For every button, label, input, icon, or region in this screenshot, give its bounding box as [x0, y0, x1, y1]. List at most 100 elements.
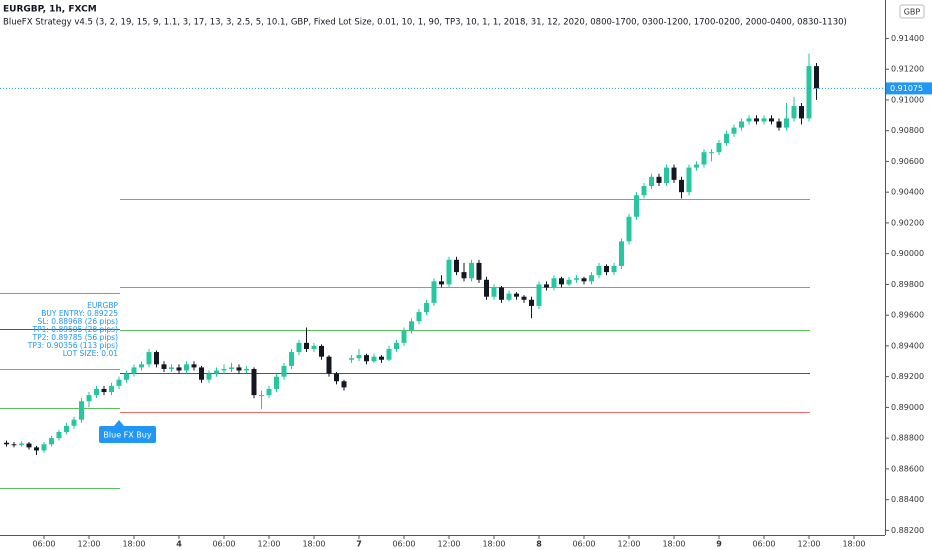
candle-body — [814, 66, 819, 89]
candle-body — [686, 167, 692, 193]
y-tick-label: 0.91200 — [891, 65, 924, 74]
candle-body — [761, 118, 767, 122]
x-tick-label: 12:00 — [77, 540, 100, 549]
signal-button — [99, 426, 156, 443]
candle-body — [94, 388, 99, 396]
candle-body — [431, 281, 437, 303]
signal-text: Blue FX Buy — [103, 431, 151, 440]
candle-body — [701, 152, 707, 165]
trade-info: EURGBP — [87, 301, 118, 310]
candle-body — [124, 373, 129, 380]
candle-body — [746, 118, 752, 122]
candle-body — [109, 385, 114, 393]
candle-body — [754, 118, 759, 122]
candle-body — [214, 370, 219, 374]
candle-body — [574, 278, 579, 280]
signal-arrow — [114, 420, 124, 426]
candle-body — [319, 345, 324, 357]
y-tick-label: 0.88600 — [891, 464, 924, 473]
candle-body — [199, 367, 204, 380]
trade-info: BUY ENTRY: 0.89225 — [41, 309, 118, 318]
candle-body — [11, 444, 17, 446]
candle-body — [461, 272, 467, 279]
candle-body — [439, 281, 444, 285]
candle-body — [139, 364, 144, 368]
candle-body — [641, 186, 647, 196]
candle-body — [626, 216, 632, 242]
candle-body — [176, 367, 182, 371]
candle-body — [221, 368, 227, 371]
candle-body — [281, 365, 287, 377]
candle-body — [611, 265, 617, 273]
candle-body — [116, 379, 122, 386]
candle-body — [49, 438, 54, 445]
candle-body — [521, 296, 527, 300]
candle-body — [266, 388, 272, 396]
candle-body — [296, 342, 302, 353]
candle-body — [34, 447, 39, 451]
candle-body — [596, 265, 602, 276]
candle-body — [724, 133, 729, 143]
candle-body — [334, 373, 339, 382]
candle-body — [401, 330, 407, 343]
candle-body — [364, 355, 369, 362]
candle-body — [154, 352, 159, 365]
candle-body — [799, 106, 804, 119]
candle-body — [191, 364, 197, 368]
currency-box[interactable] — [899, 4, 925, 19]
x-tick-label: 7 — [356, 540, 362, 549]
candle-body — [769, 118, 774, 122]
y-tick-label: 0.89600 — [891, 311, 924, 320]
x-tick-label: 12:00 — [797, 540, 820, 549]
candle-body — [649, 176, 654, 187]
y-tick-label: 0.90800 — [891, 126, 924, 135]
candle-body — [806, 66, 812, 119]
candle-body — [491, 287, 497, 297]
candle-body — [499, 287, 504, 300]
candle-body — [341, 381, 347, 388]
x-tick-label: 4 — [176, 540, 182, 549]
candle-body — [446, 259, 452, 285]
candle-body — [619, 241, 624, 266]
candle-body — [64, 425, 69, 432]
y-tick-label: 0.91400 — [891, 34, 924, 43]
candle-body — [349, 358, 354, 360]
x-tick-label: 8 — [536, 540, 542, 549]
candle-body — [476, 262, 482, 280]
y-tick-label: 0.88800 — [891, 434, 924, 443]
candle-body — [41, 444, 47, 451]
candle-body — [536, 284, 542, 306]
candle-body — [304, 342, 309, 349]
trade-info: TP2: 0.89785 (56 pips) — [32, 333, 119, 342]
candle-body — [274, 376, 279, 389]
last-price-label: 0.91075 — [890, 84, 923, 93]
y-tick-label: 0.89200 — [891, 372, 924, 381]
candle-body — [289, 352, 294, 366]
candle-body — [379, 356, 384, 360]
candle-body — [551, 278, 557, 288]
y-tick-label: 0.90000 — [891, 249, 924, 258]
x-tick-label: 06:00 — [392, 540, 415, 549]
x-tick-label: 18:00 — [122, 540, 145, 549]
candle-body — [566, 279, 572, 285]
y-tick-label: 0.89400 — [891, 341, 924, 350]
candle-body — [604, 265, 609, 273]
candle-body — [484, 279, 489, 297]
trade-info: TP1: 0.89505 (28 pips) — [32, 325, 119, 334]
candle-body — [656, 176, 662, 183]
candle-body — [709, 152, 714, 154]
currency[interactable]: GBP — [904, 8, 921, 17]
candle-body — [664, 167, 669, 183]
candle-body — [679, 179, 684, 193]
x-tick-label: 18:00 — [482, 540, 505, 549]
candle-body — [86, 395, 92, 402]
candle-body — [19, 443, 24, 446]
x-tick-label: 12:00 — [617, 540, 640, 549]
candle-body — [581, 278, 587, 282]
x-tick-label: 12:00 — [437, 540, 460, 549]
candle-body — [356, 355, 362, 359]
candle-body — [4, 442, 9, 445]
candle-body — [739, 121, 744, 128]
x-tick-label: 12:00 — [257, 540, 280, 549]
